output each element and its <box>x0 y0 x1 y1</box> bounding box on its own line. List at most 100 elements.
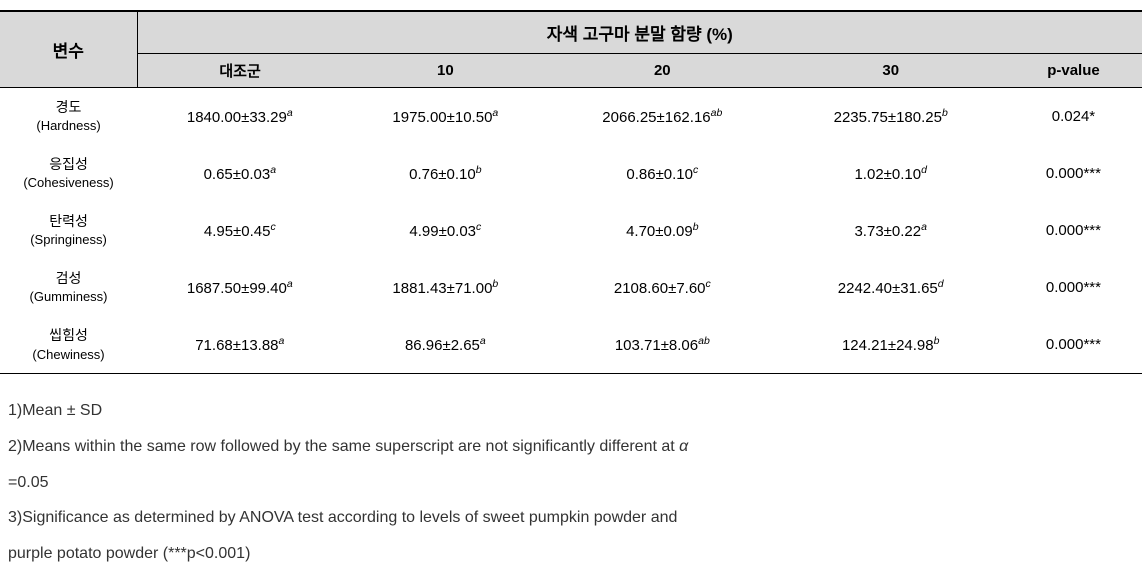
cell-pvalue: 0.000*** <box>1005 202 1142 259</box>
row-label: 응집성 (Cohesiveness) <box>0 145 137 202</box>
cell-control: 4.95±0.45c <box>137 202 343 259</box>
cell-value: 0.86±0.10 <box>626 166 693 183</box>
cell-superscript: c <box>706 278 711 290</box>
cell-value: 2108.60±7.60 <box>614 280 706 297</box>
table-body: 경도(Hardness)1840.00±33.29a1975.00±10.50a… <box>0 88 1142 374</box>
cell-superscript: d <box>938 278 944 290</box>
cell-30: 124.21±24.98b <box>777 316 1005 374</box>
row-label-main: 검성 <box>56 270 82 286</box>
header-variable: 변수 <box>0 11 137 88</box>
cell-superscript: b <box>934 335 940 347</box>
cell-superscript: a <box>921 221 927 233</box>
footnote-2: 2)Means within the same row followed by … <box>8 430 1134 464</box>
header-col-10: 10 <box>343 54 549 88</box>
cell-control: 71.68±13.88a <box>137 316 343 374</box>
cell-10: 0.76±0.10b <box>343 145 549 202</box>
cell-pvalue: 0.000*** <box>1005 316 1142 374</box>
cell-value: 71.68±13.88 <box>195 337 278 354</box>
cell-control: 1687.50±99.40a <box>137 259 343 316</box>
table-header: 변수 자색 고구마 분말 함량 (%) 대조군 10 20 30 p-value <box>0 11 1142 88</box>
cell-30: 1.02±0.10d <box>777 145 1005 202</box>
cell-superscript: ab <box>698 335 710 347</box>
cell-value: 2235.75±180.25 <box>834 109 942 126</box>
cell-10: 1975.00±10.50a <box>343 88 549 146</box>
cell-superscript: b <box>476 164 482 176</box>
row-label: 씹힘성 (Chewiness) <box>0 316 137 374</box>
row-label: 경도 (Hardness) <box>0 88 137 146</box>
header-group: 자색 고구마 분말 함량 (%) <box>137 11 1142 54</box>
cell-control: 1840.00±33.29a <box>137 88 343 146</box>
row-label-main: 응집성 <box>49 156 88 172</box>
cell-pvalue: 0.000*** <box>1005 145 1142 202</box>
header-columns-row: 대조군 10 20 30 p-value <box>0 54 1142 88</box>
cell-value: 4.70±0.09 <box>626 223 693 240</box>
cell-30: 2235.75±180.25b <box>777 88 1005 146</box>
cell-value: 2242.40±31.65 <box>838 280 938 297</box>
cell-value: 1.02±0.10 <box>854 166 921 183</box>
row-label-sub: (Cohesiveness) <box>23 175 113 190</box>
row-label: 검성 (Gumminess) <box>0 259 137 316</box>
footnote-1: 1)Mean ± SD <box>8 394 1134 428</box>
cell-value: 3.73±0.22 <box>854 223 921 240</box>
cell-superscript: a <box>279 335 285 347</box>
table-row: 탄력성(Springiness)4.95±0.45c4.99±0.03c4.70… <box>0 202 1142 259</box>
footnote-3a: 3)Significance as determined by ANOVA te… <box>8 501 1134 535</box>
cell-20: 2066.25±162.16ab <box>548 88 776 146</box>
cell-pvalue: 0.024* <box>1005 88 1142 146</box>
data-table: 변수 자색 고구마 분말 함량 (%) 대조군 10 20 30 p-value… <box>0 10 1142 374</box>
cell-superscript: a <box>492 107 498 119</box>
cell-superscript: a <box>287 107 293 119</box>
cell-20: 2108.60±7.60c <box>548 259 776 316</box>
cell-superscript: b <box>693 221 699 233</box>
table-row: 경도(Hardness)1840.00±33.29a1975.00±10.50a… <box>0 88 1142 146</box>
cell-20: 103.71±8.06ab <box>548 316 776 374</box>
footnote-2b: =0.05 <box>8 466 1134 500</box>
cell-superscript: b <box>492 278 498 290</box>
cell-pvalue: 0.000*** <box>1005 259 1142 316</box>
header-col-30: 30 <box>777 54 1005 88</box>
cell-value: 86.96±2.65 <box>405 337 480 354</box>
cell-superscript: c <box>693 164 698 176</box>
row-label-sub: (Springiness) <box>30 232 107 247</box>
cell-value: 1881.43±71.00 <box>392 280 492 297</box>
cell-value: 1687.50±99.40 <box>187 280 287 297</box>
cell-superscript: c <box>476 221 481 233</box>
cell-10: 4.99±0.03c <box>343 202 549 259</box>
cell-value: 0.65±0.03 <box>204 166 271 183</box>
cell-superscript: c <box>270 221 275 233</box>
cell-superscript: d <box>921 164 927 176</box>
header-col-20: 20 <box>548 54 776 88</box>
cell-value: 4.95±0.45 <box>204 223 271 240</box>
footnotes: 1)Mean ± SD 2)Means within the same row … <box>0 374 1142 570</box>
cell-superscript: a <box>270 164 276 176</box>
table-row: 응집성(Cohesiveness)0.65±0.03a0.76±0.10b0.8… <box>0 145 1142 202</box>
row-label-sub: (Chewiness) <box>32 347 104 362</box>
cell-value: 2066.25±162.16 <box>602 109 710 126</box>
cell-value: 1975.00±10.50 <box>392 109 492 126</box>
row-label-main: 경도 <box>56 99 82 115</box>
table-row: 검성(Gumminess)1687.50±99.40a1881.43±71.00… <box>0 259 1142 316</box>
row-label-sub: (Hardness) <box>36 118 100 133</box>
cell-control: 0.65±0.03a <box>137 145 343 202</box>
cell-value: 4.99±0.03 <box>409 223 476 240</box>
row-label-main: 탄력성 <box>49 213 88 229</box>
cell-10: 1881.43±71.00b <box>343 259 549 316</box>
table-row: 씹힘성(Chewiness)71.68±13.88a86.96±2.65a103… <box>0 316 1142 374</box>
cell-value: 124.21±24.98 <box>842 337 934 354</box>
cell-superscript: a <box>287 278 293 290</box>
cell-30: 2242.40±31.65d <box>777 259 1005 316</box>
row-label-main: 씹힘성 <box>49 327 88 343</box>
cell-superscript: ab <box>711 107 723 119</box>
cell-20: 4.70±0.09b <box>548 202 776 259</box>
cell-superscript: b <box>942 107 948 119</box>
row-label: 탄력성 (Springiness) <box>0 202 137 259</box>
row-label-sub: (Gumminess) <box>30 289 108 304</box>
footnote-3b: purple potato powder (***p<0.001) <box>8 537 1134 571</box>
cell-value: 1840.00±33.29 <box>187 109 287 126</box>
cell-value: 103.71±8.06 <box>615 337 698 354</box>
cell-30: 3.73±0.22a <box>777 202 1005 259</box>
cell-20: 0.86±0.10c <box>548 145 776 202</box>
header-col-control: 대조군 <box>137 54 343 88</box>
cell-10: 86.96±2.65a <box>343 316 549 374</box>
cell-superscript: a <box>480 335 486 347</box>
